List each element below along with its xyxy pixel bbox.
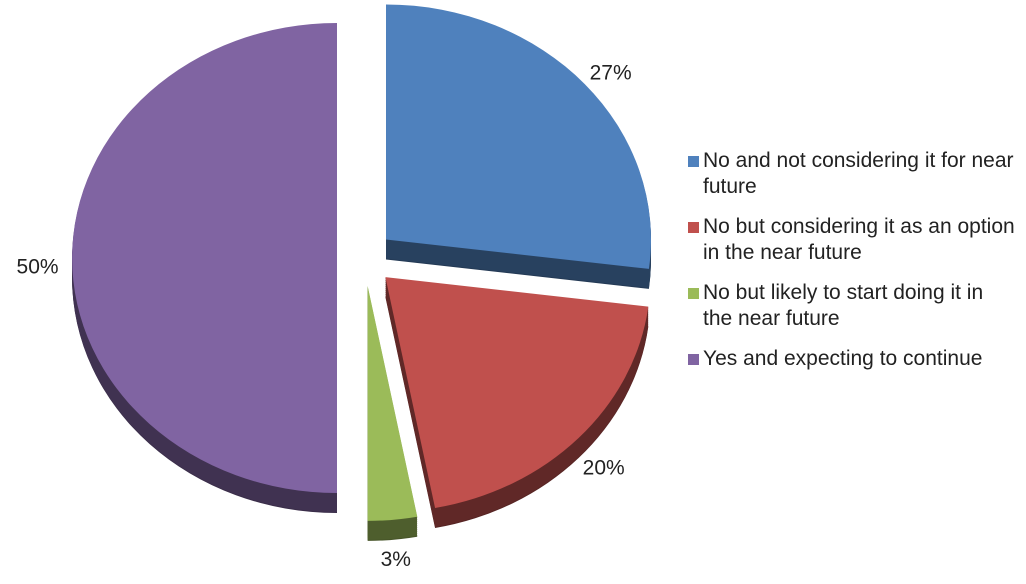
legend-item: Yes and expecting to continue — [688, 346, 1018, 372]
data-label: 3% — [381, 548, 411, 571]
pie-slice — [367, 285, 418, 521]
pie-slice — [385, 277, 649, 509]
data-label: 20% — [583, 456, 625, 479]
legend-label: No and not considering it for near futur… — [703, 149, 1014, 198]
legend-swatch — [688, 156, 699, 167]
pie-slice — [386, 4, 652, 269]
legend-swatch — [688, 222, 699, 233]
legend-label: No but likely to start doing it in the n… — [703, 281, 984, 330]
data-label: 50% — [17, 256, 59, 279]
legend-item: No but likely to start doing it in the n… — [688, 280, 1018, 332]
data-label: 27% — [590, 61, 632, 84]
legend-swatch — [688, 288, 699, 299]
legend-item: No and not considering it for near futur… — [688, 148, 1018, 200]
pie-slice — [72, 23, 337, 493]
legend-item: No but considering it as an option in th… — [688, 214, 1018, 266]
legend-swatch — [688, 354, 699, 365]
legend-label: Yes and expecting to continue — [703, 347, 983, 370]
legend: No and not considering it for near futur… — [688, 148, 1018, 386]
legend-label: No but considering it as an option in th… — [703, 215, 1015, 264]
